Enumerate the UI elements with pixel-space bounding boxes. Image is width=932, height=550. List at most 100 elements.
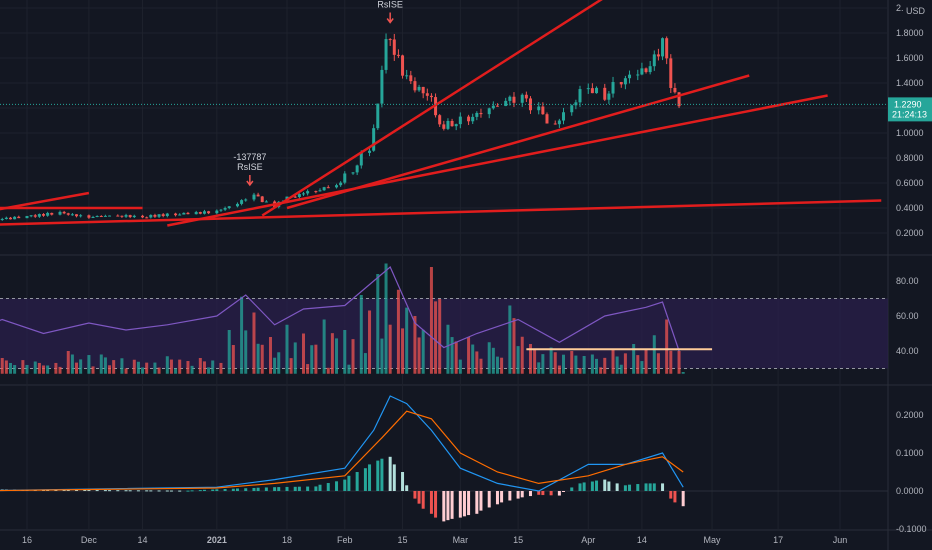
- macd-histogram-bar: [169, 490, 173, 492]
- price-candle: [636, 74, 640, 76]
- macd-histogram-bar: [541, 491, 545, 496]
- x-tick-label: 15: [398, 535, 408, 545]
- macd-histogram-bar: [557, 491, 561, 496]
- macd-histogram-bar: [442, 491, 446, 522]
- volume-bar: [186, 361, 190, 374]
- macd-tick-label: -0.1000: [896, 524, 927, 534]
- price-candle: [339, 182, 343, 186]
- volume-bar: [652, 335, 656, 374]
- price-candle: [450, 120, 454, 127]
- volume-bar: [310, 345, 314, 374]
- macd-histogram-bar: [277, 487, 281, 491]
- volume-bar: [13, 365, 17, 374]
- macd-histogram-bar: [335, 481, 339, 491]
- volume-bar: [277, 352, 281, 374]
- price-tick-label: 2.: [896, 3, 904, 13]
- macd-histogram-bar: [244, 488, 248, 491]
- volume-rsi-pane[interactable]: [0, 263, 888, 374]
- volume-bar: [495, 356, 499, 374]
- macd-histogram-bar: [405, 485, 409, 491]
- macd-histogram-bar: [603, 479, 607, 491]
- annotation-label: -137787: [233, 152, 266, 162]
- price-candle: [479, 112, 483, 115]
- x-tick-label: 16: [22, 535, 32, 545]
- volume-bar: [520, 336, 524, 374]
- price-candle: [541, 106, 545, 115]
- price-candle: [467, 116, 471, 122]
- volume-bar: [75, 362, 79, 374]
- price-candle: [561, 112, 565, 121]
- volume-bar: [533, 349, 537, 374]
- volume-bar: [244, 330, 248, 374]
- volume-bar: [314, 344, 318, 374]
- volume-bar: [252, 312, 256, 374]
- price-candle: [202, 211, 206, 214]
- price-candle: [380, 69, 384, 104]
- macd-histogram-bar: [475, 491, 479, 514]
- volume-bar: [21, 360, 25, 374]
- price-candle: [454, 124, 458, 127]
- volume-bar: [268, 337, 272, 374]
- price-candle: [355, 165, 359, 173]
- volume-bar: [363, 353, 367, 374]
- last-price-value: 1.2290: [894, 99, 922, 109]
- price-candle: [46, 212, 50, 216]
- volume-bar: [500, 357, 504, 374]
- macd-histogram-bar: [165, 490, 169, 492]
- x-tick-label: 15: [513, 535, 523, 545]
- volume-bar: [623, 353, 627, 374]
- macd-histogram-bar: [380, 458, 384, 491]
- price-candle: [178, 214, 182, 216]
- macd-histogram-bar: [297, 486, 301, 491]
- last-price-badge: [888, 97, 932, 122]
- volume-bar: [429, 267, 433, 374]
- macd-histogram-bar: [190, 490, 194, 492]
- trendline: [167, 94, 828, 227]
- macd-histogram-bar: [108, 490, 112, 492]
- volume-bar: [66, 351, 70, 374]
- macd-histogram-bar: [450, 491, 454, 519]
- annotation-arrow: [246, 175, 254, 187]
- trendline: [0, 191, 90, 211]
- price-tick-label: 1.0000: [896, 128, 924, 138]
- macd-histogram-bar: [128, 490, 132, 492]
- macd-pane[interactable]: [0, 395, 685, 522]
- volume-bar: [343, 330, 347, 374]
- macd-histogram-bar: [401, 472, 405, 491]
- macd-histogram-bar: [136, 490, 140, 492]
- price-candle: [174, 213, 178, 216]
- macd-histogram-bar: [446, 491, 450, 521]
- price-candle: [227, 206, 231, 209]
- volume-bar: [120, 358, 124, 374]
- price-candle: [99, 216, 103, 218]
- macd-histogram-bar: [264, 487, 268, 491]
- price-candle: [458, 116, 462, 125]
- price-candle: [595, 87, 599, 94]
- x-tick-label: 18: [282, 535, 292, 545]
- volume-bar: [37, 362, 41, 374]
- macd-histogram-bar: [636, 484, 640, 491]
- volume-bar: [434, 301, 438, 374]
- price-candle: [42, 214, 46, 216]
- price-candle: [372, 128, 376, 151]
- price-candle: [611, 82, 615, 94]
- volume-bar: [537, 362, 541, 374]
- price-candle: [607, 93, 611, 100]
- price-candle: [252, 194, 256, 200]
- x-tick-label: Mar: [453, 535, 469, 545]
- volume-bar: [285, 324, 289, 374]
- price-candle: [405, 75, 409, 77]
- volume-bar: [541, 354, 545, 374]
- volume-bar: [293, 342, 297, 374]
- price-candle: [13, 216, 17, 220]
- volume-bar: [487, 342, 491, 374]
- x-tick-label: 2021: [207, 535, 227, 545]
- price-candle: [132, 215, 136, 218]
- price-candle: [103, 215, 107, 217]
- price-candle: [108, 215, 112, 217]
- price-candle: [528, 98, 532, 111]
- price-candle: [343, 173, 347, 183]
- volume-bar: [335, 338, 339, 374]
- volume-bar: [557, 365, 561, 374]
